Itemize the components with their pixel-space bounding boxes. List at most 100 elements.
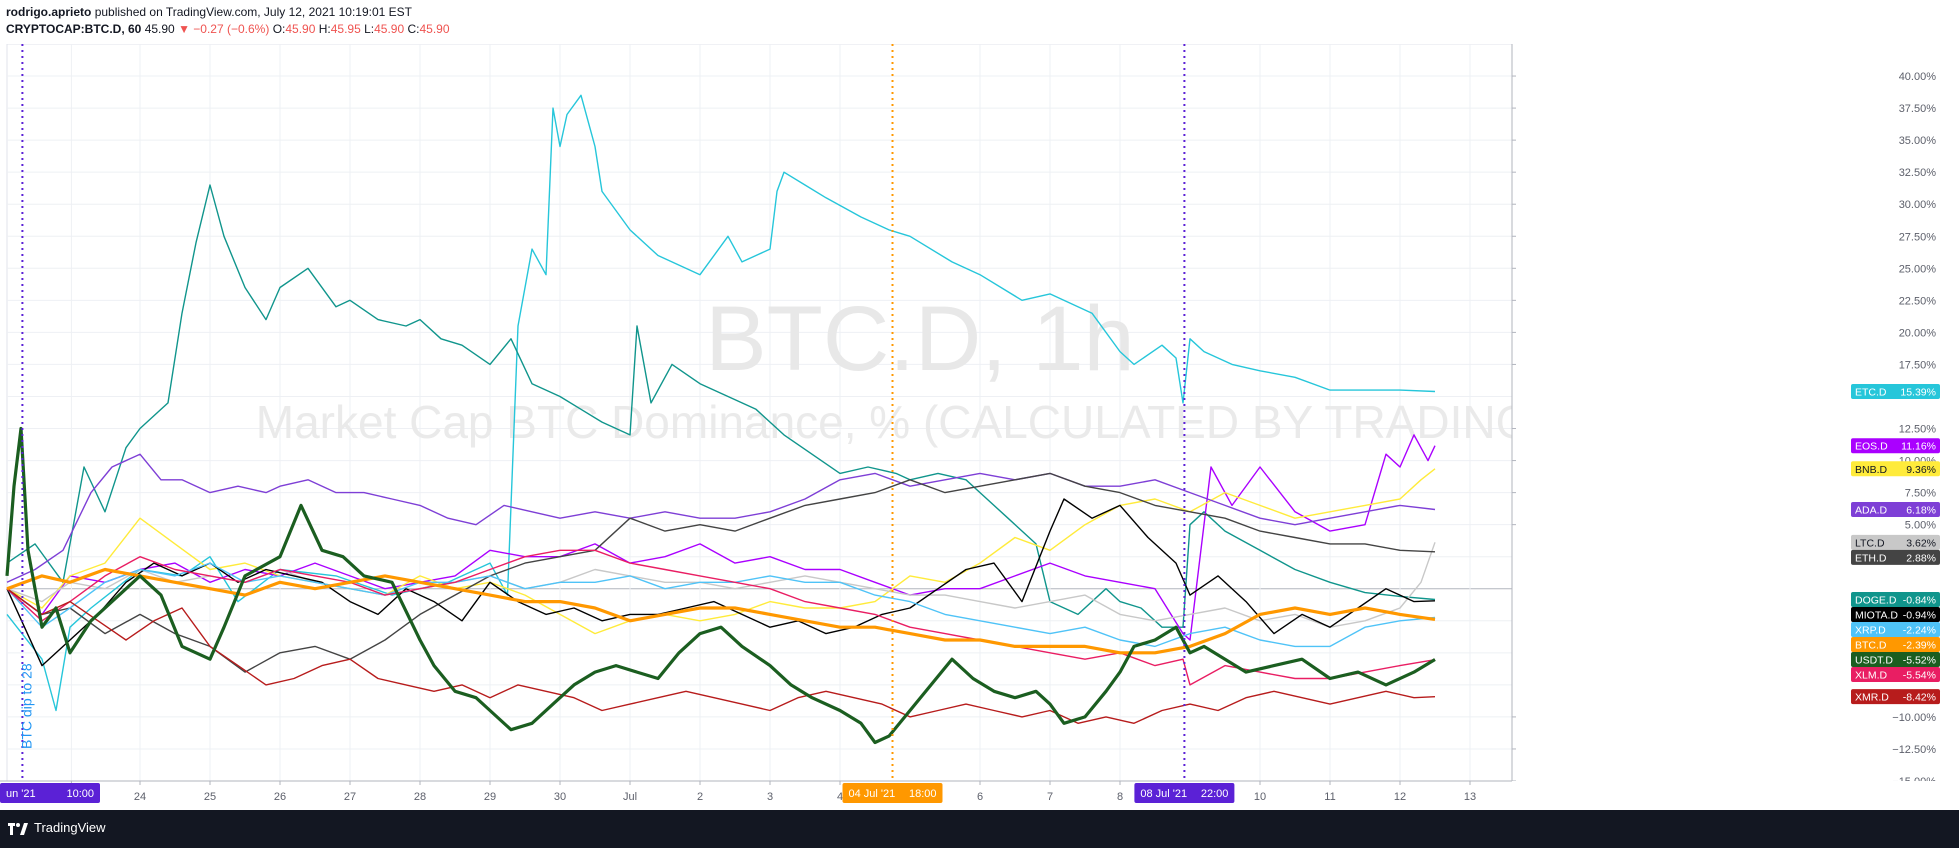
x-tick-label: 24 bbox=[134, 791, 146, 803]
value-label-value: -0.94% bbox=[1903, 610, 1936, 622]
value-label-value: 9.36% bbox=[1906, 464, 1936, 476]
value-label-box[interactable] bbox=[1851, 622, 1940, 638]
value-label-box[interactable] bbox=[1851, 534, 1940, 550]
value-label-value: -5.52% bbox=[1903, 655, 1936, 667]
x-tick-label: 6 bbox=[977, 791, 983, 803]
value-label-box[interactable] bbox=[1851, 689, 1940, 705]
y-axis[interactable]: 40.00% 37.50% 35.00% 32.50% 30.00% 27.50% 25.0… bbox=[1511, 44, 1959, 810]
low-label: L: bbox=[364, 22, 375, 36]
value-label-name: BTC.D bbox=[1855, 640, 1887, 652]
last-price: 45.90 bbox=[144, 22, 175, 36]
x-tick-label: 28 bbox=[414, 791, 426, 803]
x-marker-badge[interactable] bbox=[1134, 783, 1235, 803]
series-line-usdt-d bbox=[5, 426, 1436, 745]
value-label-box[interactable] bbox=[1851, 607, 1940, 623]
x-tick-label: 13 bbox=[1464, 791, 1476, 803]
x-tick-label: 8 bbox=[1117, 791, 1123, 803]
y-tick-label: 12.50% bbox=[1899, 424, 1937, 436]
low-value: 45.90 bbox=[374, 22, 405, 36]
x-marker-badge[interactable] bbox=[0, 783, 100, 803]
publish-info: rodrigo.aprieto published on TradingView… bbox=[6, 5, 412, 19]
value-label-value: 2.88% bbox=[1906, 552, 1936, 564]
y-tick-label: 25.00% bbox=[1899, 263, 1937, 275]
grid bbox=[6, 44, 1513, 782]
y-tick-label: 40.00% bbox=[1899, 71, 1937, 83]
value-label-value: 3.62% bbox=[1906, 537, 1936, 549]
value-label-value: -0.84% bbox=[1903, 595, 1936, 607]
price-change: ▼ −0.27 (−0.6%) bbox=[178, 22, 270, 36]
series-line-miota-d bbox=[6, 498, 1436, 667]
series-line-xmr-d bbox=[6, 588, 1436, 724]
series-line-eth-d bbox=[6, 472, 1436, 673]
value-label-box[interactable] bbox=[1851, 383, 1940, 399]
y-tick-label: 35.00% bbox=[1899, 135, 1937, 147]
series-lines bbox=[5, 94, 1436, 745]
y-tick-label: 22.50% bbox=[1899, 295, 1937, 307]
value-label-box[interactable] bbox=[1851, 637, 1940, 653]
value-label-name: XMR.D bbox=[1855, 692, 1889, 704]
x-marker-badge[interactable] bbox=[842, 783, 943, 803]
close-value: 45.90 bbox=[419, 22, 450, 36]
series-value-labels: ETC.D 15.39% EOS.D 11.16% BNB.D 9.36% ADA.D 6.1… bbox=[1851, 383, 1940, 705]
value-label-value: -8.42% bbox=[1903, 692, 1936, 704]
series-line-bnb-d bbox=[6, 468, 1436, 635]
value-label-value: -2.39% bbox=[1903, 640, 1936, 652]
value-label-value: 11.16% bbox=[1901, 441, 1936, 453]
y-tick-label: 5.00% bbox=[1905, 520, 1936, 532]
x-marker-date: 04 Jul '21 bbox=[849, 788, 896, 800]
x-marker-time: 22:00 bbox=[1201, 788, 1229, 800]
footer-brand[interactable]: TradingView bbox=[34, 820, 106, 835]
y-tick-label: 32.50% bbox=[1899, 167, 1937, 179]
x-marker-time: 18:00 bbox=[909, 788, 937, 800]
high-value: 45.95 bbox=[330, 22, 361, 36]
value-label-box[interactable] bbox=[1851, 438, 1940, 454]
value-label-box[interactable] bbox=[1851, 652, 1940, 668]
value-label-box[interactable] bbox=[1851, 461, 1940, 477]
value-label-name: MIOTA.D bbox=[1855, 610, 1898, 622]
y-tick-label: 7.50% bbox=[1905, 488, 1936, 500]
published-text: published on TradingView.com, July 12, 2… bbox=[94, 5, 413, 19]
value-label-value: -5.54% bbox=[1903, 670, 1936, 682]
ohlc-legend: CRYPTOCAP:BTC.D, 60 45.90 ▼ −0.27 (−0.6%… bbox=[6, 22, 450, 36]
value-label-value: 15.39% bbox=[1900, 386, 1936, 398]
value-label-name: BNB.D bbox=[1855, 464, 1888, 476]
x-marker-date: 08 Jul '21 bbox=[1140, 788, 1187, 800]
chart-area[interactable]: BTC.D, 1h Market Cap BTC Dominance, % (C… bbox=[0, 44, 1959, 810]
value-label-box[interactable] bbox=[1851, 667, 1940, 683]
annotation-text[interactable]: BTC dip to 28 bbox=[19, 663, 35, 749]
x-marker-time: 10:00 bbox=[66, 788, 94, 800]
series-line-ada-d bbox=[6, 453, 1436, 583]
open-value: 45.90 bbox=[285, 22, 316, 36]
value-label-name: EOS.D bbox=[1855, 441, 1888, 453]
annotations: BTC dip to 28 bbox=[19, 663, 35, 749]
series-line-xlm-d bbox=[6, 549, 1436, 686]
x-tick-label: 26 bbox=[274, 791, 286, 803]
value-label-name: XRP.D bbox=[1855, 625, 1886, 637]
x-tick-label: 27 bbox=[344, 791, 356, 803]
x-tick-label: Jul bbox=[623, 791, 637, 803]
value-label-box[interactable] bbox=[1851, 592, 1940, 608]
x-tick-label: 2 bbox=[697, 791, 703, 803]
y-tick-label: 27.50% bbox=[1899, 231, 1937, 243]
close-label: C: bbox=[407, 22, 420, 36]
x-tick-label: 4 bbox=[837, 791, 843, 803]
x-tick-label: 25 bbox=[204, 791, 216, 803]
value-label-box[interactable] bbox=[1851, 502, 1940, 518]
high-label: H: bbox=[318, 22, 331, 36]
y-tick-label: 17.50% bbox=[1899, 359, 1937, 371]
watermark-symbol: BTC.D, 1h bbox=[705, 288, 1134, 390]
y-tick-label: −10.00% bbox=[1892, 712, 1936, 724]
y-tick-label: 37.50% bbox=[1899, 103, 1937, 115]
value-label-box[interactable] bbox=[1851, 549, 1940, 565]
series-line-xrp-d bbox=[6, 562, 1436, 648]
author-name[interactable]: rodrigo.aprieto bbox=[6, 5, 92, 19]
x-tick-label: 29 bbox=[484, 791, 496, 803]
x-tick-label: 3 bbox=[767, 791, 773, 803]
x-axis[interactable]: 24252627282930Jul234678101112133un '2110… bbox=[0, 780, 1959, 810]
open-label: O: bbox=[272, 22, 286, 36]
value-label-value: 6.18% bbox=[1906, 505, 1936, 517]
tradingview-logo-icon[interactable] bbox=[8, 821, 28, 835]
header: rodrigo.aprieto published on TradingView… bbox=[0, 0, 1959, 44]
footer: TradingView bbox=[0, 810, 1959, 848]
y-tick-label: 20.00% bbox=[1899, 327, 1937, 339]
